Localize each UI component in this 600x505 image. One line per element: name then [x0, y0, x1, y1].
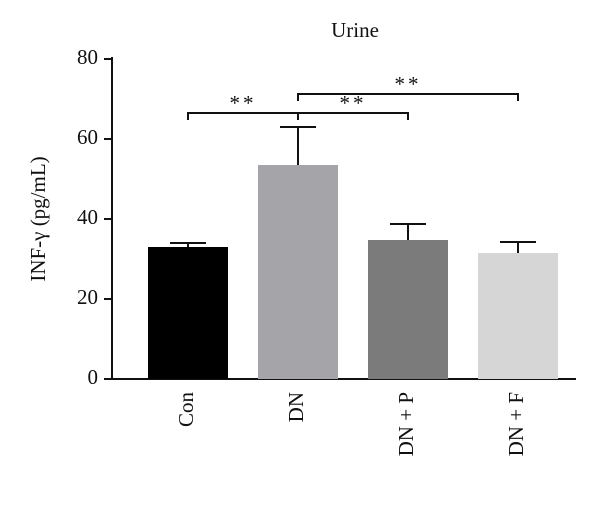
y-tick-label: 20: [77, 285, 98, 309]
x-tick-label: DN + P: [394, 392, 418, 456]
y-tick-label: 60: [77, 125, 98, 149]
x-tick-label: DN + F: [504, 392, 528, 456]
significance-bracket: [297, 112, 409, 120]
bar: [148, 247, 228, 379]
significance-label: **: [395, 72, 422, 96]
significance-label: **: [230, 91, 257, 115]
x-tick-label: DN: [284, 392, 308, 422]
y-tick-label: 80: [77, 45, 98, 69]
bar: [368, 240, 448, 379]
bar: [258, 165, 338, 379]
chart-title: Urine: [331, 18, 379, 42]
x-tick-label: Con: [174, 392, 198, 428]
bar: [478, 253, 558, 379]
y-axis-label: INF-γ (pg/mL): [26, 156, 50, 281]
y-tick-label: 0: [88, 365, 99, 389]
y-tick-label: 40: [77, 205, 98, 229]
significance-bracket: [297, 93, 519, 101]
